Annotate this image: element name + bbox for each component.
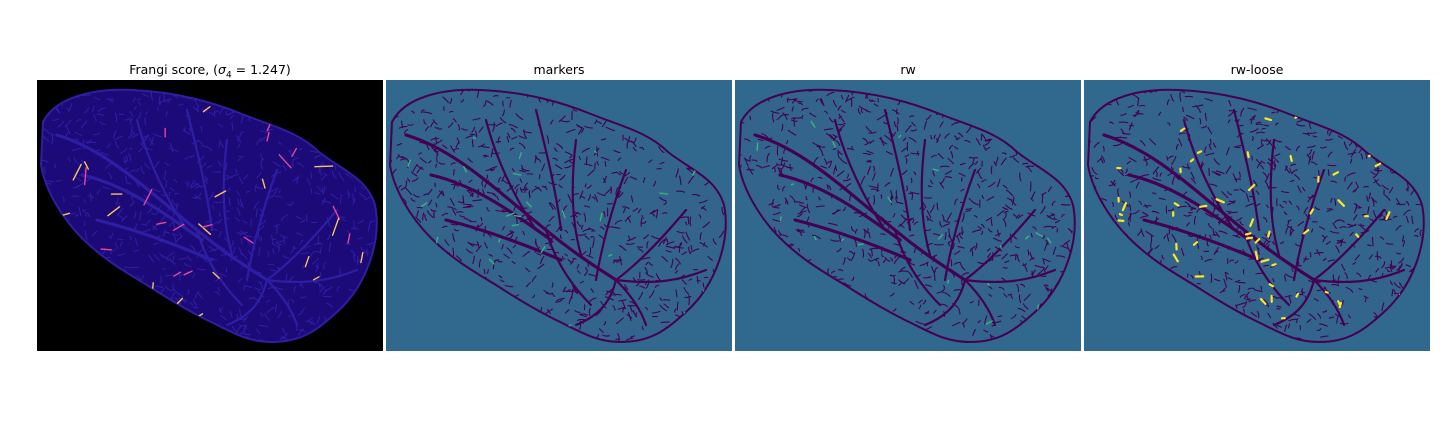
rw-svg [735,80,1081,351]
rw-image [735,80,1081,351]
frangi-score-image [37,80,383,351]
panel-title-frangi: Frangi score, (σ4 = 1.247) [129,62,291,81]
frangi-score-svg [37,80,383,351]
rw-loose-image [1084,80,1430,351]
panel-title-rw: rw [900,62,916,77]
panel-title-markers: markers [533,62,585,77]
rw-loose-svg [1084,80,1430,351]
markers-image [386,80,732,351]
panel-title-rw-loose: rw-loose [1230,62,1284,77]
markers-svg [386,80,732,351]
